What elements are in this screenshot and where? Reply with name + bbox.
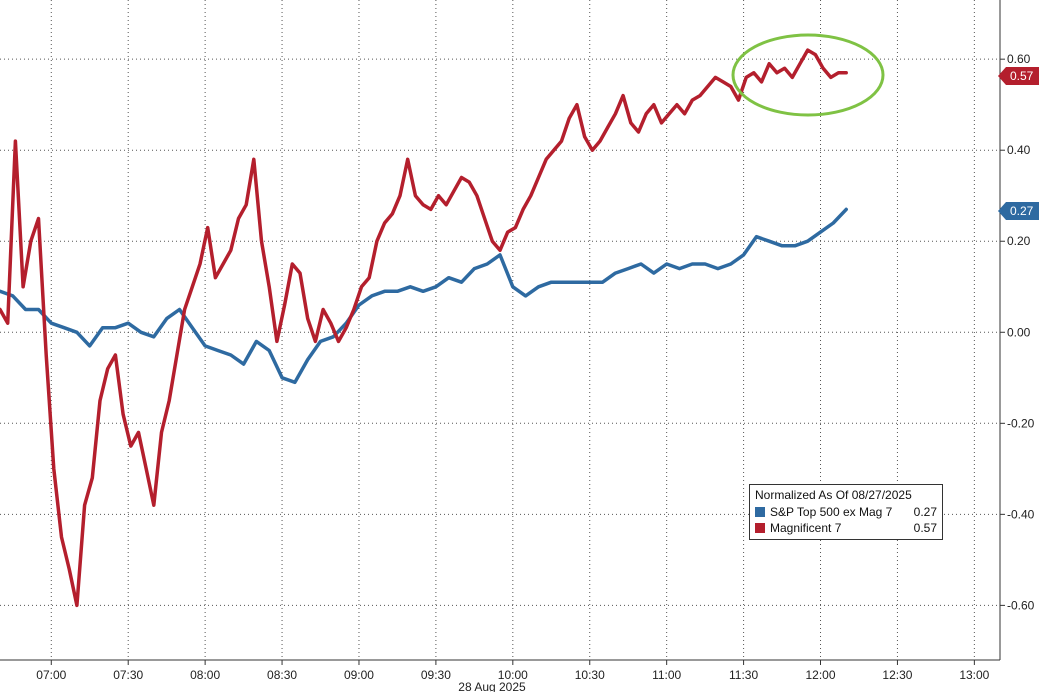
- y-tick-label: 0.60: [1007, 52, 1031, 66]
- axes: [0, 0, 1005, 665]
- legend: Normalized As Of 08/27/2025 S&P Top 500 …: [749, 484, 943, 540]
- x-tick-label: 13:00: [959, 668, 989, 682]
- x-tick-label: 09:00: [344, 668, 374, 682]
- highlight-ellipse: [731, 33, 885, 117]
- y-tick-label: -0.40: [1007, 507, 1035, 521]
- legend-swatch-mag7: [755, 523, 765, 533]
- y-tick-label: 0.20: [1007, 234, 1031, 248]
- x-tick-label: 12:30: [882, 668, 912, 682]
- y-tick-label: 0.40: [1007, 143, 1031, 157]
- x-tick-label: 08:00: [190, 668, 220, 682]
- series-line-sp-ex-mag7: [0, 207, 848, 385]
- legend-value-sp: 0.27: [913, 505, 937, 519]
- y-tick-label: -0.20: [1007, 416, 1035, 430]
- y-tick-label: -0.60: [1007, 598, 1035, 612]
- series-layer: [0, 48, 848, 608]
- x-tick-label: 08:30: [267, 668, 297, 682]
- legend-title: Normalized As Of 08/27/2025: [755, 488, 912, 502]
- x-tick-label: 10:30: [575, 668, 605, 682]
- series-line-magnificent-7: [0, 48, 848, 608]
- x-tick-label: 07:30: [113, 668, 143, 682]
- legend-label-sp: S&P Top 500 ex Mag 7: [770, 505, 893, 519]
- legend-label-mag7: Magnificent 7: [770, 521, 842, 535]
- x-tick-label: 12:00: [805, 668, 835, 682]
- legend-item-sp: S&P Top 500 ex Mag 7 0.27: [755, 504, 937, 520]
- legend-value-mag7: 0.57: [913, 521, 937, 535]
- grid-lines: [0, 0, 1000, 660]
- x-tick-label: 10:00: [498, 668, 528, 682]
- x-axis-label: 28 Aug 2025: [458, 680, 526, 692]
- legend-item-mag7: Magnificent 7 0.57: [755, 520, 937, 536]
- legend-swatch-sp: [755, 507, 765, 517]
- x-tick-label: 11:00: [652, 668, 681, 682]
- x-tick-label: 11:30: [729, 668, 758, 682]
- x-tick-labels: 07:00 07:30 08:00 08:30 09:00 09:30 10:00 10:30…: [36, 668, 989, 682]
- last-value-badge-sp: 0.27: [998, 202, 1040, 220]
- y-tick-labels: 0.60 0.40 0.20 0.00 -0.20 -0.40 -0.60: [1007, 52, 1035, 612]
- x-tick-label: 07:00: [36, 668, 66, 682]
- y-tick-label: 0.00: [1007, 325, 1031, 339]
- last-value-badge-mag7: 0.57: [998, 67, 1040, 85]
- x-tick-label: 09:30: [421, 668, 451, 682]
